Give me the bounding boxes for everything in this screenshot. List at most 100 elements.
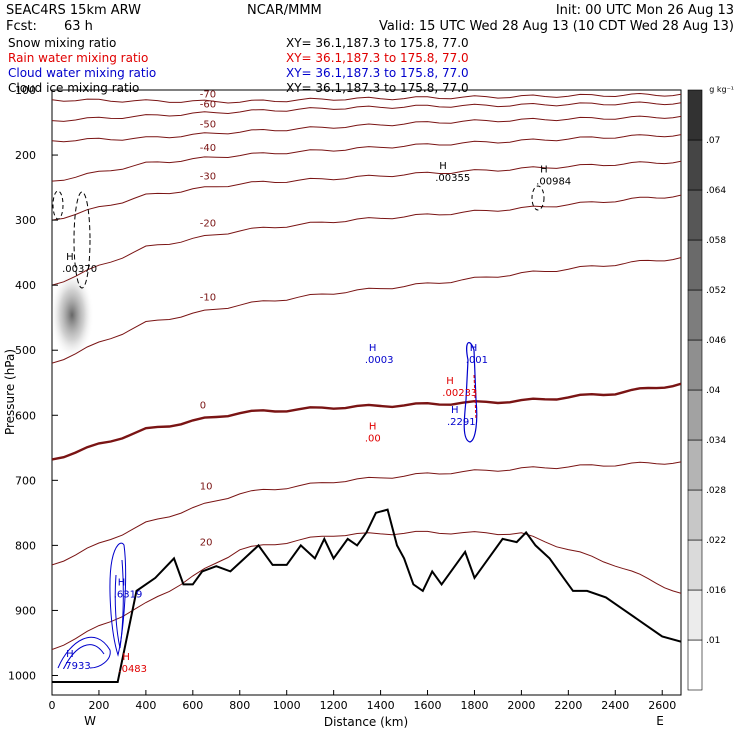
colorbar-tick-label: .064 xyxy=(706,186,726,196)
colorbar-segment xyxy=(687,89,703,141)
maximum-marker: H xyxy=(446,376,454,387)
colorbar-tick-label: .01 xyxy=(706,636,720,646)
maximum-value-label: .00370 xyxy=(62,264,97,275)
x-tick-label: 1400 xyxy=(367,699,395,712)
y-tick-label: 100 xyxy=(15,84,36,97)
snow-shading xyxy=(52,270,94,360)
temperature-contour-label: -70 xyxy=(200,90,216,101)
x-tick-label: 0 xyxy=(49,699,56,712)
init-time: Init: 00 UTC Mon 26 Aug 13 xyxy=(556,3,734,18)
y-axis-title: Pressure (hPa) xyxy=(3,349,17,435)
x-tick-label: 1600 xyxy=(414,699,442,712)
maximum-marker: H xyxy=(66,252,74,263)
maximum-value-label: .2291 xyxy=(447,417,476,428)
temperature-contour-line xyxy=(52,115,681,143)
temperature-contour-line xyxy=(52,257,681,364)
x-tick-label: 200 xyxy=(88,699,109,712)
colorbar-segment xyxy=(687,189,703,241)
x-tick-label: 400 xyxy=(135,699,156,712)
x-tick-label: 2000 xyxy=(507,699,535,712)
colorbar-segment xyxy=(687,239,703,291)
colorbar-segment xyxy=(687,339,703,391)
temperature-contour-label: -20 xyxy=(200,219,216,230)
x-tick-label: 1800 xyxy=(460,699,488,712)
x-axis-title: Distance (km) xyxy=(324,715,408,729)
field-name-cloudwater: Cloud water mixing ratio xyxy=(8,66,156,80)
maximum-marker: H xyxy=(122,652,130,663)
maximum-marker: H xyxy=(540,164,548,175)
y-axis: 1000 900 800 700 600 500 400 300 200 100 xyxy=(8,84,58,682)
field-name-snow: Snow mixing ratio xyxy=(8,36,116,50)
colorbar-tick-label: .04 xyxy=(706,386,721,396)
colorbar-segment xyxy=(687,589,703,641)
x-axis: 0 200 400 600 800 1000 1200 1400 1600 1800 2000 220… xyxy=(49,690,676,712)
maximum-value-label: .00 xyxy=(365,433,381,444)
temperature-contours: -70-60 -50 -40 -30 -20 -10 0 10 20 xyxy=(52,90,681,650)
low-cloud-water-contours xyxy=(57,542,127,669)
colorbar-unit: g kg⁻¹ xyxy=(709,85,734,94)
temperature-contour-line xyxy=(52,530,681,650)
maximum-marker: H xyxy=(66,649,74,660)
maximum-marker: H xyxy=(439,161,447,172)
maximum-marker: H xyxy=(470,343,478,354)
field-xy-snow: XY= 36.1,187.3 to 175.8, 77.0 xyxy=(286,36,469,50)
temperature-contour-label: -10 xyxy=(200,293,216,304)
maximum-value-label: .6319 xyxy=(114,589,143,600)
maximum-marker: H xyxy=(369,421,377,432)
terrain-path xyxy=(52,508,681,683)
plot-frame xyxy=(51,89,682,696)
temperature-contour-label: -30 xyxy=(200,172,216,183)
fcst-value: 63 h xyxy=(64,19,93,34)
x-end-label-east: E xyxy=(656,714,664,728)
colorbar-tick-label: .046 xyxy=(706,336,726,346)
maxima-labels: H.00370H.00355H.00984H.0003H.001H.00233H… xyxy=(62,161,571,675)
terrain-line xyxy=(52,508,681,683)
x-tick-label: 800 xyxy=(229,699,250,712)
maximum-value-label: .7933 xyxy=(62,661,91,672)
colorbar-tick-label: .028 xyxy=(706,486,726,496)
maximum-marker: H xyxy=(451,405,459,416)
y-tick-label: 400 xyxy=(15,279,36,292)
field-legend: Snow mixing ratio XY= 36.1,187.3 to 175.… xyxy=(8,36,469,95)
maximum-marker: H xyxy=(369,343,377,354)
maximum-marker: H xyxy=(118,577,126,588)
y-tick-label: 900 xyxy=(15,604,36,617)
colorbar-segment xyxy=(687,439,703,491)
cloud-ice-contour xyxy=(73,191,91,289)
temperature-contour-line xyxy=(52,134,681,182)
colorbar-segment xyxy=(687,389,703,441)
field-xy-cloudwater: XY= 36.1,187.3 to 175.8, 77.0 xyxy=(286,66,469,80)
y-tick-label: 500 xyxy=(15,344,36,357)
x-tick-label: 1000 xyxy=(273,699,301,712)
temperature-contour-line xyxy=(52,461,681,566)
colorbar-segment xyxy=(687,639,703,691)
x-tick-label: 2200 xyxy=(554,699,582,712)
temperature-contour-label: 10 xyxy=(200,481,213,492)
y-tick-label: 800 xyxy=(15,539,36,552)
temperature-contour-label: 0 xyxy=(200,401,206,412)
cloud-ice-contour xyxy=(52,190,64,220)
field-name-cloudice: Cloud ice mixing ratio xyxy=(8,81,139,95)
x-tick-label: 600 xyxy=(182,699,203,712)
temperature-contour-line xyxy=(52,160,681,221)
field-xy-rain: XY= 36.1,187.3 to 175.8, 77.0 xyxy=(286,51,469,65)
org-title: NCAR/MMM xyxy=(247,3,322,18)
model-title: SEAC4RS 15km ARW xyxy=(6,3,141,18)
colorbar-segment xyxy=(687,139,703,191)
colorbar-tick-label: .022 xyxy=(706,536,726,546)
x-tick-label: 1200 xyxy=(320,699,348,712)
colorbar-segment xyxy=(687,489,703,541)
valid-time: Valid: 15 UTC Wed 28 Aug 13 (10 CDT Wed … xyxy=(379,19,734,34)
maximum-value-label: .0483 xyxy=(118,664,147,675)
y-tick-label: 200 xyxy=(15,149,36,162)
cloud-water-contour xyxy=(463,342,478,443)
temperature-contour-label: -60 xyxy=(200,99,216,110)
y-tick-label: 600 xyxy=(15,409,36,422)
colorbar-segment xyxy=(687,539,703,591)
colorbar-tick-label: .058 xyxy=(706,236,726,246)
rain-water-contour xyxy=(473,374,477,421)
y-tick-label: 300 xyxy=(15,214,36,227)
maximum-value-label: .00355 xyxy=(435,173,470,184)
colorbar: .01 .016 .022 .028 .034 .04 .046 .052 .058 .064 .0… xyxy=(687,89,726,691)
